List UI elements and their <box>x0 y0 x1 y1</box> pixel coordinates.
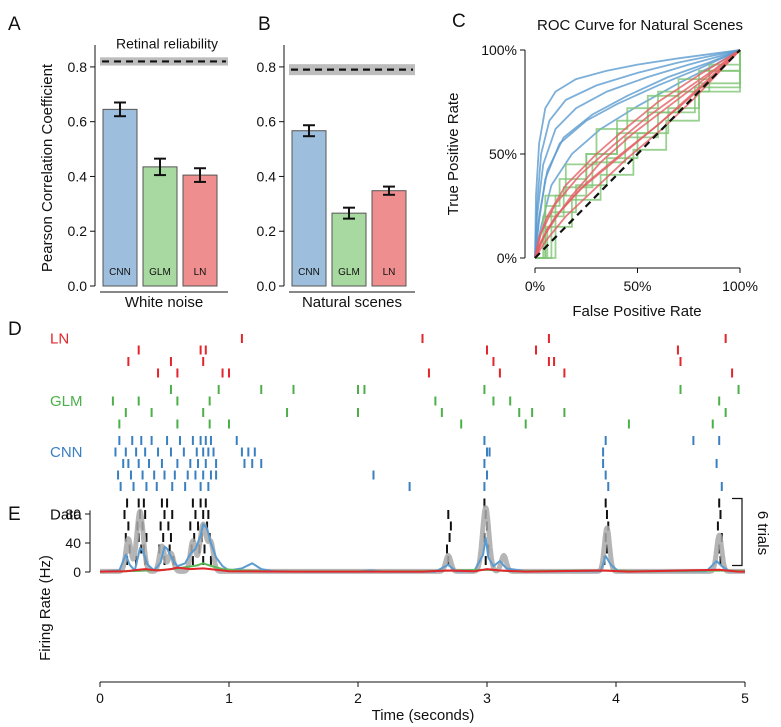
rate-y-tick-label: 0 <box>73 564 81 580</box>
roc-x-tick-label: 50% <box>623 278 651 294</box>
bar <box>291 130 327 287</box>
x-axis-label: White noise <box>125 294 203 311</box>
bar-label: GLM <box>149 267 171 278</box>
roc-y-tick-label: 50% <box>489 146 517 162</box>
rate-x-tick-label: 1 <box>225 690 233 706</box>
bar <box>331 212 367 287</box>
roc-curve-ln <box>534 49 741 259</box>
panel-a: A 0.0 0.2 0.4 0.6 0.8 Retinal reliability CNN G… <box>8 14 228 311</box>
y-tick-label: 0.0 <box>68 278 88 294</box>
trials-bracket <box>732 497 743 567</box>
raster-label-cnn: CNN <box>50 444 83 461</box>
roc-curve-ln <box>534 49 741 259</box>
y-tick-label: 0.2 <box>68 223 88 239</box>
roc-curve-glm <box>535 50 741 259</box>
roc-curve-chance <box>534 49 741 259</box>
panel-c-label: C <box>452 11 466 32</box>
roc-y-tick-label: 0% <box>497 250 517 266</box>
roc-curve-cnn <box>534 49 741 259</box>
raster-label-glm: GLM <box>50 393 83 410</box>
panel-b: B 0.0 0.2 0.4 0.6 0.8 CNN GLM LN Natural scenes <box>257 14 415 311</box>
bar <box>102 108 138 287</box>
roc-y-axis-label: True Positive Rate <box>445 93 462 216</box>
rate-x-tick-label: 3 <box>483 690 491 706</box>
panel-d-label: D <box>8 319 22 340</box>
x-axis-label: Natural scenes <box>302 294 402 311</box>
raster-label-data: Data <box>50 507 82 524</box>
y-tick-label: 0.8 <box>68 59 88 75</box>
rate-x-axis-label: Time (seconds) <box>372 707 475 724</box>
roc-curve-glm <box>535 50 741 259</box>
y-tick-label: 0.2 <box>257 223 277 239</box>
roc-x-axis-label: False Positive Rate <box>572 303 701 320</box>
roc-curve-cnn <box>534 49 741 259</box>
roc-curve-cnn <box>534 49 741 259</box>
panel-d: D LN GLM CNN Data 6 trials <box>8 319 771 567</box>
panel-a-label: A <box>8 14 21 35</box>
y-axis-label: Pearson Correlation Coefficient <box>39 63 56 272</box>
rate-x-tick-label: 4 <box>612 690 620 706</box>
roc-title: ROC Curve for Natural Scenes <box>537 17 743 34</box>
bar-label: GLM <box>338 267 360 278</box>
panel-e: E 0 40 80 0 1 2 3 4 5 Time (seconds) Firing Rate (… <box>8 504 749 724</box>
rate-line-ln <box>99 566 745 573</box>
rate-x-tick-label: 2 <box>354 690 362 706</box>
raster-label-ln: LN <box>50 331 69 348</box>
roc-x-tick-label: 100% <box>722 278 758 294</box>
y-tick-label: 0.8 <box>257 59 277 75</box>
bar <box>371 190 407 287</box>
rate-y-tick-label: 40 <box>65 535 81 551</box>
roc-y-tick-label: 100% <box>481 42 517 58</box>
panel-b-label: B <box>258 14 271 35</box>
y-tick-label: 0.6 <box>257 114 277 130</box>
y-tick-label: 0.4 <box>257 168 277 184</box>
rate-line-data <box>98 505 747 574</box>
y-tick-label: 0.0 <box>257 278 277 294</box>
trials-label: 6 trials <box>754 511 771 555</box>
panel-c: C ROC Curve for Natural Scenes 0% 0% 50% 50%… <box>445 11 758 320</box>
reliability-label: Retinal reliability <box>116 35 218 51</box>
roc-curve-cnn <box>534 49 741 259</box>
bar-label: LN <box>383 267 396 278</box>
rate-y-tick-label: 80 <box>65 506 81 522</box>
y-tick-label: 0.6 <box>68 114 88 130</box>
bar <box>182 174 218 287</box>
y-tick-label: 0.4 <box>68 168 88 184</box>
rate-x-tick-label: 0 <box>96 690 104 706</box>
bar-label: LN <box>194 267 207 278</box>
roc-x-tick-label: 0% <box>525 278 545 294</box>
roc-curve-ln <box>534 49 741 259</box>
rate-x-tick-label: 5 <box>741 690 749 706</box>
rate-y-axis-label: Firing Rate (Hz) <box>37 555 54 661</box>
bar-label: CNN <box>109 267 131 278</box>
bar-label: CNN <box>298 267 320 278</box>
panel-e-label: E <box>8 504 21 525</box>
